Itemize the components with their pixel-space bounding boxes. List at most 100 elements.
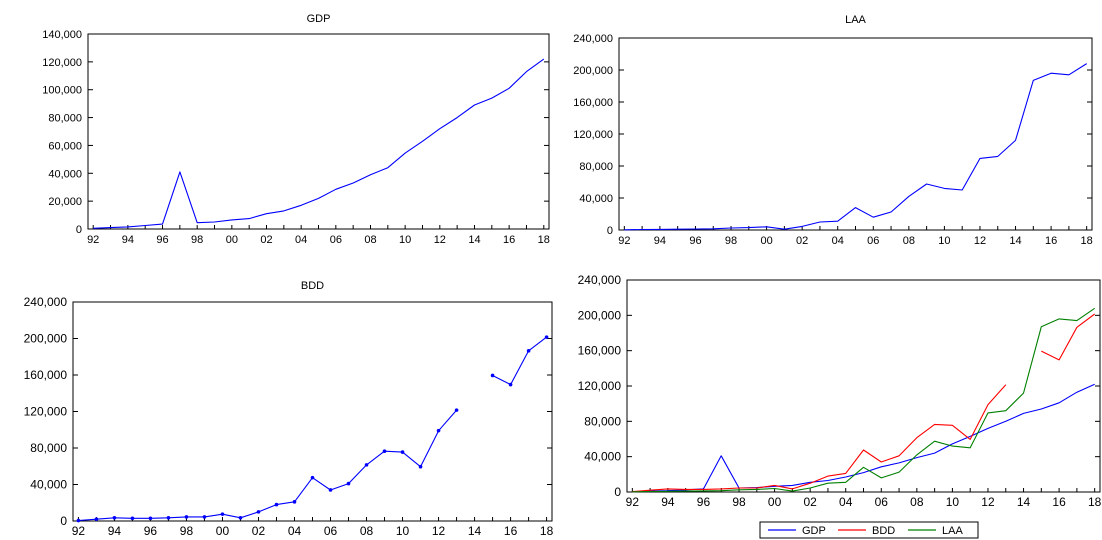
laa-x-tick-label: 18 bbox=[1081, 235, 1093, 247]
laa-series-line bbox=[624, 63, 1087, 231]
gdp-y-tick-label: 80,000 bbox=[48, 113, 82, 125]
gdp-x-tick-label: 96 bbox=[156, 234, 168, 246]
combined-x-tick-label: 12 bbox=[981, 495, 995, 509]
laa-x-tick-label: 04 bbox=[832, 235, 844, 247]
gdp-x-tick-label: 18 bbox=[538, 234, 550, 246]
combined-y-tick-label: 80,000 bbox=[584, 414, 621, 428]
laa-y-tick-label: 0 bbox=[607, 225, 613, 237]
gdp-x-tick-label: 00 bbox=[226, 234, 238, 246]
gdp-x-tick-label: 10 bbox=[399, 234, 411, 246]
combined-x-tick-label: 98 bbox=[732, 495, 746, 509]
bdd-chart: BDD 0 40,000 80,000 120,000 160,000 200,000 240… bbox=[24, 280, 554, 538]
combined-plot-frame bbox=[626, 279, 1101, 493]
bdd-y-tick-label: 240,000 bbox=[24, 295, 68, 309]
gdp-x-tick-label: 94 bbox=[122, 234, 134, 246]
combined-chart: 0 40,000 80,000 120,000 160,000 200,000 240,00… bbox=[578, 273, 1102, 509]
gdp-x-tick-label: 12 bbox=[434, 234, 446, 246]
bdd-x-tick-label: 16 bbox=[504, 524, 518, 538]
combined-x-tick-label: 00 bbox=[768, 495, 782, 509]
combined-y-tick-label: 200,000 bbox=[578, 308, 622, 322]
bdd-y-tick-label: 120,000 bbox=[24, 405, 68, 419]
bdd-x-tick-label: 04 bbox=[288, 524, 302, 538]
combined-y-tick-label: 120,000 bbox=[578, 379, 622, 393]
combined-x-tick-label: 14 bbox=[1017, 495, 1031, 509]
laa-series-line bbox=[632, 307, 1096, 493]
laa-plot-frame bbox=[618, 37, 1093, 231]
bdd-series-line bbox=[492, 336, 547, 386]
laa-y-tick-label: 240,000 bbox=[573, 33, 613, 45]
laa-x-tick-label: 94 bbox=[654, 235, 666, 247]
gdp-x-tick-label: 92 bbox=[87, 234, 99, 246]
combined-x-tick-label: 04 bbox=[839, 495, 853, 509]
bdd-y-tick-label: 0 bbox=[60, 514, 67, 528]
laa-title: LAA bbox=[845, 14, 866, 26]
laa-y-tick-label: 200,000 bbox=[573, 65, 613, 77]
laa-x-tick-label: 92 bbox=[618, 235, 630, 247]
gdp-plot-frame bbox=[87, 33, 550, 230]
laa-chart: LAA 0 40,000 80,000 120,000 160,000 200,000 240… bbox=[573, 14, 1093, 247]
combined-x-tick-label: 08 bbox=[910, 495, 924, 509]
laa-x-tick-label: 98 bbox=[725, 235, 737, 247]
gdp-y-tick-label: 0 bbox=[76, 224, 82, 236]
bdd-x-tick-label: 08 bbox=[360, 524, 374, 538]
combined-x-tick-label: 02 bbox=[803, 495, 817, 509]
bdd-x-tick-label: 18 bbox=[540, 524, 554, 538]
bdd-x-tick-label: 96 bbox=[144, 524, 158, 538]
bdd-plot-frame bbox=[72, 301, 553, 522]
combined-x-tick-label: 16 bbox=[1052, 495, 1066, 509]
bdd-x-tick-label: 94 bbox=[108, 524, 122, 538]
bdd-x-tick-label: 14 bbox=[468, 524, 482, 538]
bdd-y-tick-label: 160,000 bbox=[24, 368, 68, 382]
gdp-x-tick-label: 14 bbox=[468, 234, 480, 246]
bdd-y-tick-label: 80,000 bbox=[30, 441, 67, 455]
laa-x-tick-label: 02 bbox=[796, 235, 808, 247]
laa-x-tick-label: 12 bbox=[974, 235, 986, 247]
gdp-title: GDP bbox=[307, 13, 331, 25]
legend-label-laa: LAA bbox=[942, 525, 963, 537]
laa-x-tick-label: 96 bbox=[689, 235, 701, 247]
bdd-title: BDD bbox=[301, 280, 324, 292]
gdp-series-line bbox=[632, 383, 1095, 493]
laa-x-tick-label: 14 bbox=[1009, 235, 1021, 247]
combined-y-tick-label: 240,000 bbox=[578, 273, 622, 287]
combined-y-tick-label: 40,000 bbox=[584, 450, 621, 464]
laa-y-tick-label: 40,000 bbox=[579, 193, 613, 205]
gdp-y-tick-label: 40,000 bbox=[48, 168, 82, 180]
combined-y-tick-label: 160,000 bbox=[578, 344, 622, 358]
gdp-series-line bbox=[93, 58, 545, 229]
combined-x-tick-label: 94 bbox=[661, 495, 675, 509]
bdd-x-tick-label: 00 bbox=[216, 524, 230, 538]
legend-label-bdd: BDD bbox=[872, 525, 895, 537]
bdd-x-tick-label: 10 bbox=[396, 524, 410, 538]
bdd-x-tick-label: 12 bbox=[432, 524, 446, 538]
combined-x-tick-label: 96 bbox=[697, 495, 711, 509]
combined-x-tick-label: 06 bbox=[875, 495, 889, 509]
gdp-y-tick-label: 140,000 bbox=[42, 29, 82, 41]
laa-x-tick-label: 06 bbox=[867, 235, 879, 247]
laa-y-tick-label: 120,000 bbox=[573, 129, 613, 141]
bdd-x-tick-label: 98 bbox=[180, 524, 194, 538]
bdd-series-line bbox=[632, 384, 1007, 493]
gdp-chart: GDP 0 20,000 40,000 60,000 80,000 100,000 120,0… bbox=[42, 13, 550, 246]
gdp-y-tick-label: 60,000 bbox=[48, 140, 82, 152]
combined-x-tick-label: 18 bbox=[1088, 495, 1102, 509]
legend-box bbox=[759, 521, 979, 539]
combined-x-tick-label: 10 bbox=[946, 495, 960, 509]
gdp-x-tick-label: 16 bbox=[503, 234, 515, 246]
bdd-y-tick-label: 200,000 bbox=[24, 332, 68, 346]
bdd-data-point bbox=[76, 518, 81, 523]
laa-x-tick-label: 10 bbox=[938, 235, 950, 247]
legend-label-gdp: GDP bbox=[802, 525, 826, 537]
bdd-series-line bbox=[1041, 313, 1096, 361]
gdp-y-tick-label: 100,000 bbox=[42, 85, 82, 97]
bdd-x-tick-label: 02 bbox=[252, 524, 266, 538]
gdp-x-tick-label: 98 bbox=[191, 234, 203, 246]
laa-x-tick-label: 08 bbox=[903, 235, 915, 247]
bdd-x-tick-label: 06 bbox=[324, 524, 338, 538]
bdd-x-tick-label: 92 bbox=[72, 524, 86, 538]
bdd-y-tick-label: 40,000 bbox=[30, 478, 67, 492]
combined-y-tick-label: 0 bbox=[614, 485, 621, 499]
combined-x-tick-label: 92 bbox=[626, 495, 640, 509]
laa-y-tick-label: 80,000 bbox=[579, 161, 613, 173]
laa-y-tick-label: 160,000 bbox=[573, 97, 613, 109]
